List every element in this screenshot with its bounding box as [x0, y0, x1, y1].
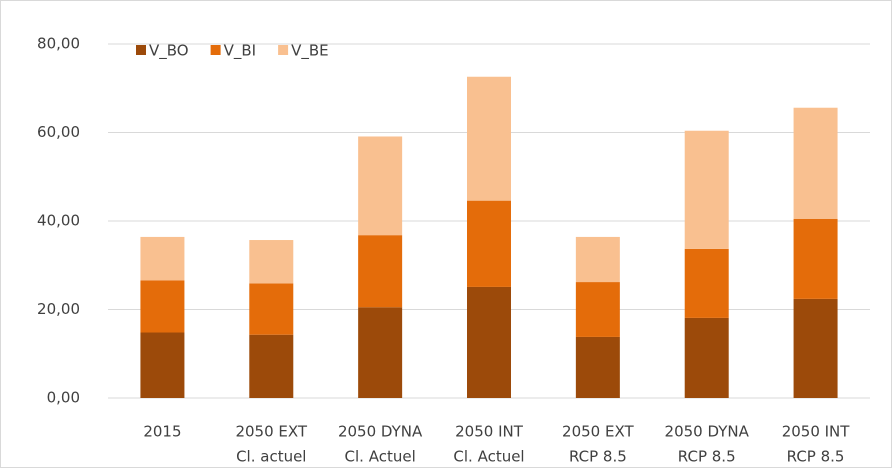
bar-segment — [467, 200, 511, 287]
y-tick-label: 0,00 — [47, 389, 80, 407]
y-tick-label: 60,00 — [37, 123, 80, 141]
legend-label: V_BO — [149, 42, 189, 61]
x-tick-label: 2050 DYNA — [665, 423, 750, 441]
bar-segment — [684, 248, 729, 318]
y-tick-label: 40,00 — [37, 212, 80, 230]
bar-segment — [140, 236, 185, 281]
x-tick-label: 2050 INT — [782, 423, 851, 441]
bar-segment — [793, 298, 838, 398]
x-tick-label: 2050 EXT — [235, 423, 307, 441]
bar-segment — [358, 307, 403, 398]
bar-segment — [467, 286, 511, 398]
x-tick-label: 2015 — [143, 423, 181, 441]
x-tick-label: RCP 8.5 — [787, 448, 845, 466]
bar-segment — [358, 235, 403, 308]
legend-label: V_BI — [224, 42, 256, 61]
x-tick-label: 2050 INT — [455, 423, 524, 441]
bar-segment — [684, 317, 729, 398]
legend-swatch — [136, 45, 146, 55]
bar-segment — [575, 236, 620, 283]
x-tick-label: Cl. Actuel — [345, 448, 416, 466]
bar-segment — [575, 336, 620, 398]
bar-segment — [249, 334, 294, 398]
bar-segment — [140, 280, 185, 333]
y-tick-label: 80,00 — [37, 35, 80, 53]
bar-segment — [575, 282, 620, 337]
bar-segment — [140, 332, 185, 398]
bar-segment — [684, 130, 729, 249]
legend-swatch — [210, 45, 221, 55]
y-tick-label: 20,00 — [37, 300, 80, 318]
bar-segment — [793, 218, 838, 299]
legend-swatch — [278, 45, 289, 55]
bar-segment — [249, 240, 294, 284]
bar-segment — [249, 283, 294, 335]
legend-label: V_BE — [291, 42, 329, 61]
x-tick-label: RCP 8.5 — [678, 448, 736, 466]
x-tick-label: Cl. Actuel — [453, 448, 524, 466]
bar-segment — [793, 107, 838, 219]
x-tick-label: RCP 8.5 — [569, 448, 627, 466]
bar-segment — [358, 136, 403, 236]
bar-segment — [467, 76, 511, 201]
x-tick-label: Cl. actuel — [236, 448, 306, 466]
x-tick-label: 2050 EXT — [562, 423, 634, 441]
x-tick-label: 2050 DYNA — [338, 423, 423, 441]
